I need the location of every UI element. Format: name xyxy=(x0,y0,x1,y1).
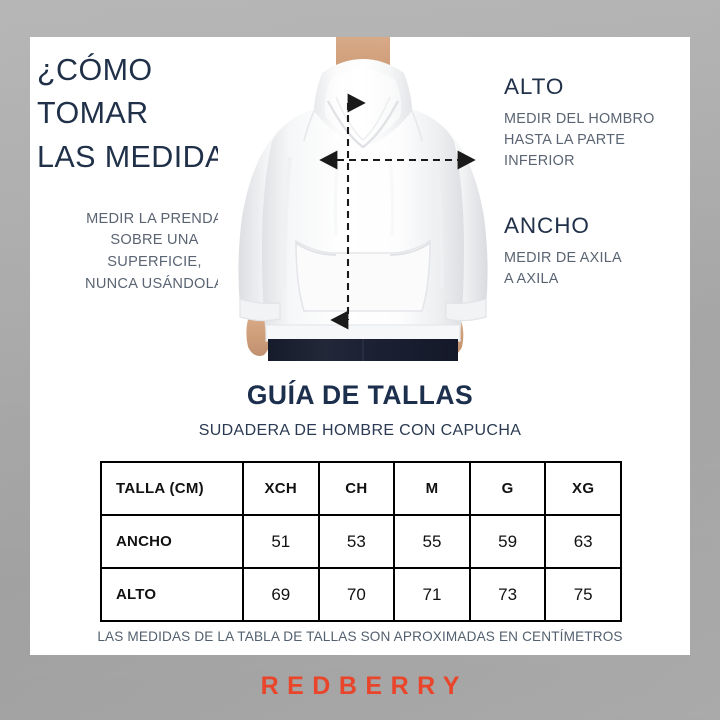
size-table: TALLA (CM) XCH CH M G XG ANCHO 51 53 55 … xyxy=(100,461,622,622)
size-table-wrapper: TALLA (CM) XCH CH M G XG ANCHO 51 53 55 … xyxy=(100,461,622,622)
table-header-cell-2: CH xyxy=(317,461,396,516)
alto-xg: 75 xyxy=(544,567,622,622)
table-header-cell-0: TALLA (CM) xyxy=(100,461,244,516)
table-row: ALTO 69 70 71 73 75 xyxy=(100,567,622,622)
how-to-measure-instructions: MEDIR LA PRENDA SOBRE UNA SUPERFICIE, NU… xyxy=(30,209,265,295)
ancho-definition: ANCHO MEDIR DE AXILA A AXILA xyxy=(504,214,690,290)
ancho-line-1: MEDIR DE AXILA xyxy=(504,250,622,267)
how-to-measure-title-line1: ¿CÓMO TOMAR xyxy=(37,53,153,131)
hoodie-photo xyxy=(218,37,508,361)
brand-wordmark: REDBERRY xyxy=(260,672,468,700)
size-guide-card: ¿CÓMO TOMAR LAS MEDIDAS? MEDIR LA PRENDA… xyxy=(30,37,690,655)
row-label-ancho: ANCHO xyxy=(100,514,244,569)
ancho-title: ANCHO xyxy=(504,213,590,239)
instruction-line-3: SUPERFICIE, xyxy=(107,254,202,271)
instruction-line-1: MEDIR LA PRENDA xyxy=(86,210,223,227)
table-header-cell-3: M xyxy=(393,461,471,516)
instruction-line-2: SOBRE UNA xyxy=(110,232,199,249)
ancho-m: 55 xyxy=(393,514,471,569)
top-section: ¿CÓMO TOMAR LAS MEDIDAS? MEDIR LA PRENDA… xyxy=(30,37,690,362)
ancho-g: 59 xyxy=(468,514,547,569)
alto-description: MEDIR DEL HOMBRO HASTA LA PARTE INFERIOR xyxy=(504,109,690,173)
table-header-cell-4: G xyxy=(468,461,547,516)
ancho-ch: 53 xyxy=(317,514,396,569)
alto-definition: ALTO MEDIR DEL HOMBRO HASTA LA PARTE INF… xyxy=(504,74,690,173)
ancho-xg: 63 xyxy=(544,514,622,569)
alto-m: 71 xyxy=(393,567,471,622)
alto-line-3: INFERIOR xyxy=(504,153,575,170)
size-guide-title: GUÍA DE TALLAS xyxy=(246,380,474,410)
size-guide-subtitle: SUDADERA DE HOMBRE CON CAPUCHA xyxy=(198,422,522,439)
ancho-line-2: A AXILA xyxy=(504,271,559,288)
table-row: ANCHO 51 53 55 59 63 xyxy=(100,514,622,569)
row-label-alto: ALTO xyxy=(100,567,244,622)
measurement-definitions: ALTO MEDIR DEL HOMBRO HASTA LA PARTE INF… xyxy=(504,74,690,332)
table-footnote: LAS MEDIDAS DE LA TABLA DE TALLAS SON AP… xyxy=(97,629,623,644)
alto-line-1: MEDIR DEL HOMBRO xyxy=(504,110,655,127)
table-header-row: TALLA (CM) XCH CH M G XG xyxy=(100,461,622,516)
alto-g: 73 xyxy=(468,567,547,622)
alto-ch: 70 xyxy=(317,567,396,622)
alto-title: ALTO xyxy=(504,74,565,99)
ancho-description: MEDIR DE AXILA A AXILA xyxy=(504,248,690,290)
alto-line-2: HASTA LA PARTE xyxy=(504,131,626,148)
ancho-xch: 51 xyxy=(242,514,320,569)
instruction-line-4: NUNCA USÁNDOLA xyxy=(85,275,224,292)
alto-xch: 69 xyxy=(242,567,320,622)
table-header-cell-1: XCH xyxy=(242,461,320,516)
table-header-cell-5: XG xyxy=(544,461,622,516)
